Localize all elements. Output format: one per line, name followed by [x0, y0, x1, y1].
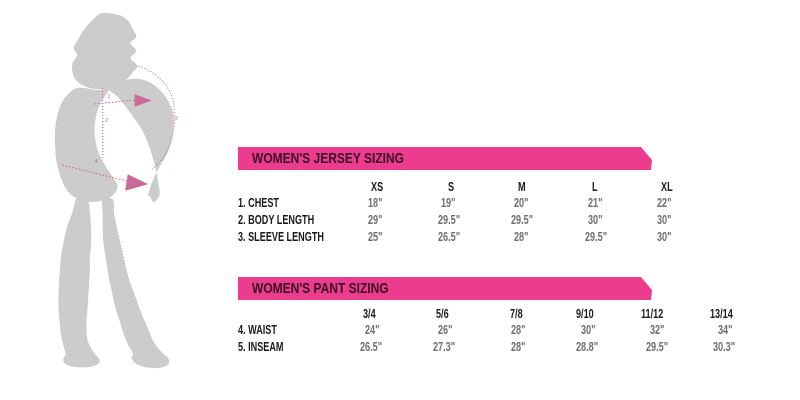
- svg-text:2: 2: [105, 118, 108, 124]
- svg-text:1: 1: [107, 94, 110, 100]
- svg-text:3: 3: [175, 116, 178, 122]
- svg-text:4: 4: [95, 159, 98, 165]
